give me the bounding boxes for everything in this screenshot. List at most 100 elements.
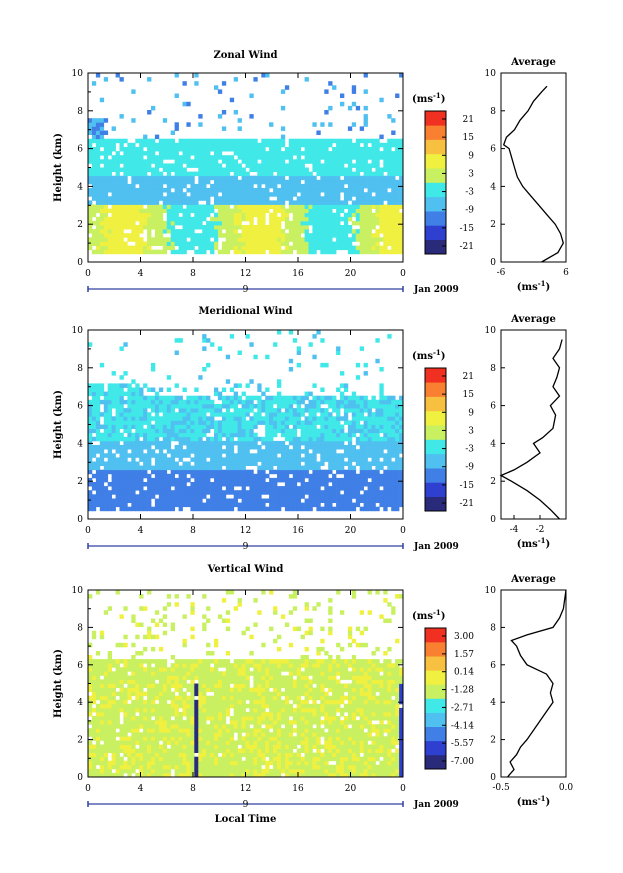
heatmap-cell (135, 506, 140, 512)
heatmap-cell (107, 502, 112, 508)
heatmap-cell (127, 220, 132, 226)
heatmap-cell (233, 416, 238, 421)
heatmap-cell (363, 436, 368, 442)
heatmap-cell (261, 151, 266, 156)
heatmap-cell (336, 490, 341, 495)
heatmap-cell (363, 477, 368, 483)
heatmap-cell (123, 436, 128, 442)
heatmap-cell (383, 494, 388, 499)
heatmap-cell (375, 338, 380, 343)
heatmap-cell (119, 249, 124, 255)
heatmap-cell (296, 395, 301, 401)
heatmap-cell (174, 208, 179, 214)
heatmap-cell (103, 167, 109, 172)
heatmap-cell (363, 449, 368, 454)
heatmap-cell (308, 159, 313, 164)
heatmap-cell (162, 477, 168, 483)
heatmap-cell (253, 440, 258, 446)
heatmap-cell (151, 241, 156, 246)
heatmap-cell (387, 395, 392, 401)
heatmap-cell (363, 118, 368, 123)
heatmap-cell (154, 216, 160, 222)
heatmap-cell (379, 167, 384, 172)
heatmap-cell (312, 399, 317, 405)
heatmap-cell (245, 192, 250, 197)
heatmap-cell (363, 225, 368, 230)
heatmap-cell (190, 188, 195, 193)
heatmap-cell (261, 482, 266, 487)
heatmap-cell (324, 416, 329, 421)
heatmap-cell (304, 216, 309, 222)
heatmap-cell (249, 432, 254, 438)
heatmap-cell (119, 498, 124, 503)
heatmap-cell (131, 395, 136, 401)
heatmap-cell (375, 461, 380, 466)
heatmap-cell (359, 229, 364, 234)
heatmap-cell (355, 249, 361, 255)
heatmap-cell (328, 237, 333, 242)
heatmap-cell (237, 477, 242, 483)
heatmap-cell (186, 408, 191, 413)
heatmap-cell (88, 432, 93, 438)
heatmap-cell (123, 461, 128, 466)
heatmap-cell (304, 457, 309, 462)
heatmap-cell (288, 404, 294, 409)
heatmap-cell (265, 457, 270, 462)
heatmap-cell (399, 167, 404, 172)
heatmap-cell (387, 114, 392, 119)
heatmap-cell (210, 490, 215, 495)
heatmap-cell (95, 772, 101, 778)
heatmap-cell (91, 179, 97, 185)
heatmap-cell (111, 699, 116, 705)
heatmap-cell (312, 200, 317, 205)
heatmap-cell (320, 473, 325, 479)
heatmap-cell (95, 200, 101, 205)
heatmap-cell (280, 502, 286, 508)
heatmap-cell (399, 469, 404, 475)
heatmap-cell (375, 449, 380, 454)
heatmap-cell (399, 200, 404, 205)
heatmap-cell (229, 436, 235, 442)
heatmap-cell (174, 155, 179, 160)
average-y-tick-label: 4 (490, 439, 496, 449)
heatmap-cell (245, 420, 250, 425)
heatmap-cell (143, 432, 148, 438)
heatmap-cell (182, 225, 187, 230)
heatmap-cell (316, 399, 321, 405)
heatmap-cell (241, 440, 246, 446)
heatmap-cell (383, 183, 388, 189)
heatmap-cell (107, 675, 112, 680)
heatmap-cell (214, 424, 219, 429)
heatmap-cell (210, 420, 215, 425)
heatmap-cell (154, 477, 160, 483)
heatmap-cell (88, 208, 93, 214)
heatmap-cell (340, 428, 345, 434)
heatmap-cell (103, 212, 109, 218)
heatmap-cell (395, 241, 400, 246)
heatmap-cell (123, 748, 128, 753)
heatmap-cell (198, 502, 203, 508)
heatmap-cell (225, 490, 231, 495)
heatmap-cell (383, 461, 388, 466)
heatmap-cell (225, 473, 231, 479)
heatmap-cell (194, 395, 199, 401)
heatmap-cell (198, 424, 203, 429)
heatmap-cell (107, 229, 112, 234)
heatmap-cell (261, 420, 266, 425)
heatmap-cell (221, 412, 227, 417)
heatmap-cell (162, 473, 168, 479)
heatmap-cell (340, 424, 345, 429)
heatmap-cell (288, 188, 294, 193)
heatmap-cell (182, 155, 187, 160)
heatmap-cell (115, 756, 120, 762)
heatmap-cell (91, 175, 97, 181)
heatmap-cell (225, 171, 231, 177)
heatmap-cell (257, 408, 262, 413)
heatmap-cell (324, 147, 329, 152)
heatmap-cell (237, 445, 242, 450)
heatmap-cell (119, 614, 124, 619)
heatmap-cell (383, 175, 388, 181)
heatmap-cell (292, 147, 298, 152)
heatmap-cell (391, 171, 396, 177)
heatmap-cell (324, 212, 329, 218)
